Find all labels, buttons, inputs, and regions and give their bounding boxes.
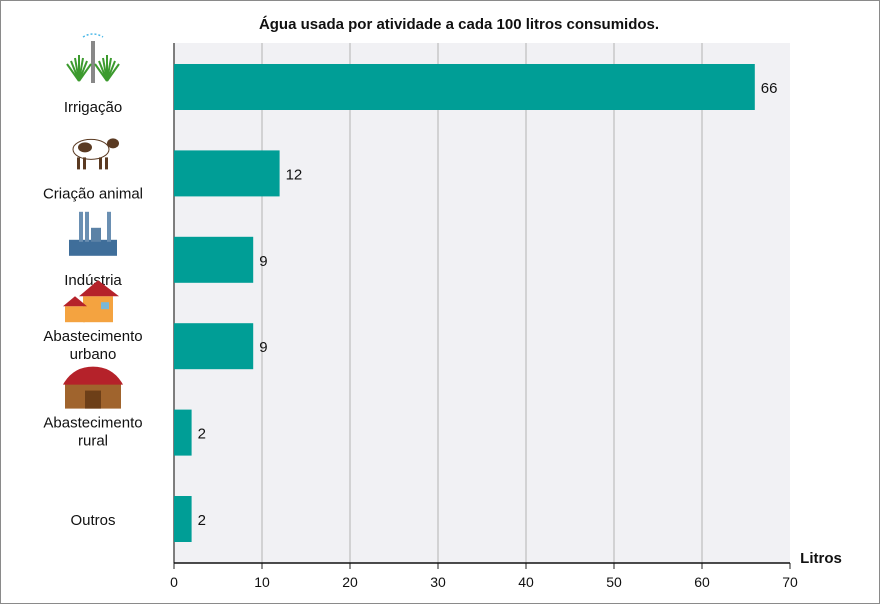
cow-leg (99, 157, 102, 170)
x-tick-label: 60 (694, 574, 710, 590)
plant-leaf (78, 63, 92, 82)
data-label: 2 (198, 426, 206, 443)
annex-roof (63, 296, 87, 307)
data-label: 12 (286, 166, 303, 183)
bar (174, 323, 254, 370)
bar (174, 496, 192, 542)
bar (174, 150, 280, 197)
house-icon (63, 280, 119, 323)
bar (174, 409, 192, 456)
category-label: Irrigação (64, 99, 122, 116)
category-label: urbano (70, 346, 117, 363)
category-label: Indústria (64, 272, 122, 289)
x-tick-label: 10 (254, 574, 270, 590)
chimney (85, 211, 89, 242)
house-annex (65, 306, 85, 323)
factory-base (69, 239, 117, 256)
x-tick-label: 0 (170, 574, 178, 590)
category-label: Outros (70, 512, 115, 529)
x-tick-label: 70 (782, 574, 798, 590)
cow-head (107, 138, 119, 149)
barn-door (85, 390, 101, 409)
category-label: Abastecimento (43, 415, 142, 432)
data-label: 66 (761, 80, 778, 97)
water-spray (82, 33, 104, 38)
chimney (79, 211, 83, 242)
category-label: rural (78, 433, 108, 450)
data-label: 2 (198, 512, 206, 529)
bar (174, 64, 755, 110)
x-tick-label: 40 (518, 574, 534, 590)
x-axis-label: Litros (800, 550, 842, 567)
cow-leg (77, 157, 80, 170)
cow-spot (78, 142, 92, 153)
house-roof (79, 280, 119, 297)
x-tick-label: 50 (606, 574, 622, 590)
chart-title: Água usada por atividade a cada 100 litr… (259, 16, 659, 33)
x-tick-label: 30 (430, 574, 446, 590)
factory-icon (69, 211, 117, 256)
cow-icon (72, 138, 119, 170)
plant-leaf (106, 63, 120, 82)
plot-background (174, 43, 790, 563)
factory-building (91, 227, 101, 242)
x-tick-label: 20 (342, 574, 358, 590)
category-label: Criação animal (43, 185, 143, 202)
data-label: 9 (259, 339, 267, 356)
barn-roof (63, 366, 123, 385)
bar (174, 236, 254, 283)
irrigation-icon (66, 33, 120, 83)
house-window (101, 302, 109, 310)
cow-leg (105, 157, 108, 170)
data-label: 9 (259, 253, 267, 270)
sprinkler-pole (91, 41, 95, 83)
chimney (107, 211, 111, 242)
category-label: Abastecimento (43, 328, 142, 345)
barn-icon (63, 366, 123, 409)
cow-leg (83, 157, 86, 170)
